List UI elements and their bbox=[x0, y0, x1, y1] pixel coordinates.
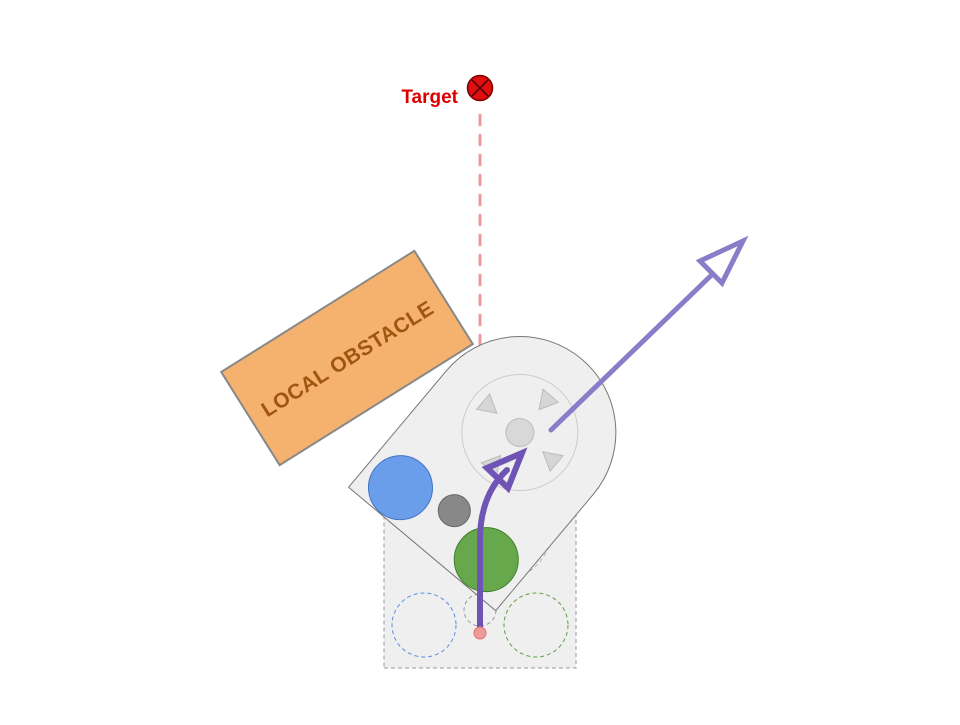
motion-path-head-icon bbox=[481, 447, 528, 494]
ghost-green-circle bbox=[503, 592, 569, 658]
robot bbox=[347, 336, 617, 612]
target-marker bbox=[466, 74, 494, 102]
robot-triangle-icon bbox=[538, 388, 560, 411]
robot-center-knob bbox=[505, 418, 535, 448]
robot-sensor-ring bbox=[461, 374, 579, 492]
robot-triangle-icon bbox=[542, 451, 564, 472]
motion-path-arrow bbox=[477, 447, 528, 633]
x-circle-icon-stroke bbox=[471, 79, 489, 97]
robot-triangle-icon bbox=[475, 393, 498, 414]
motion-path-curve bbox=[477, 467, 510, 633]
ghost-blue-circle bbox=[391, 592, 457, 658]
obstacle-box bbox=[219, 249, 475, 467]
heading-arrow-shaft bbox=[548, 260, 727, 433]
target-label: Target bbox=[401, 87, 458, 108]
heading-arrow bbox=[548, 235, 749, 433]
heading-arrow-head-icon bbox=[695, 235, 749, 288]
origin-point bbox=[473, 626, 487, 640]
robot-green-circle bbox=[453, 527, 519, 593]
robot-blue-circle bbox=[367, 455, 433, 521]
robot-hub bbox=[437, 494, 471, 528]
